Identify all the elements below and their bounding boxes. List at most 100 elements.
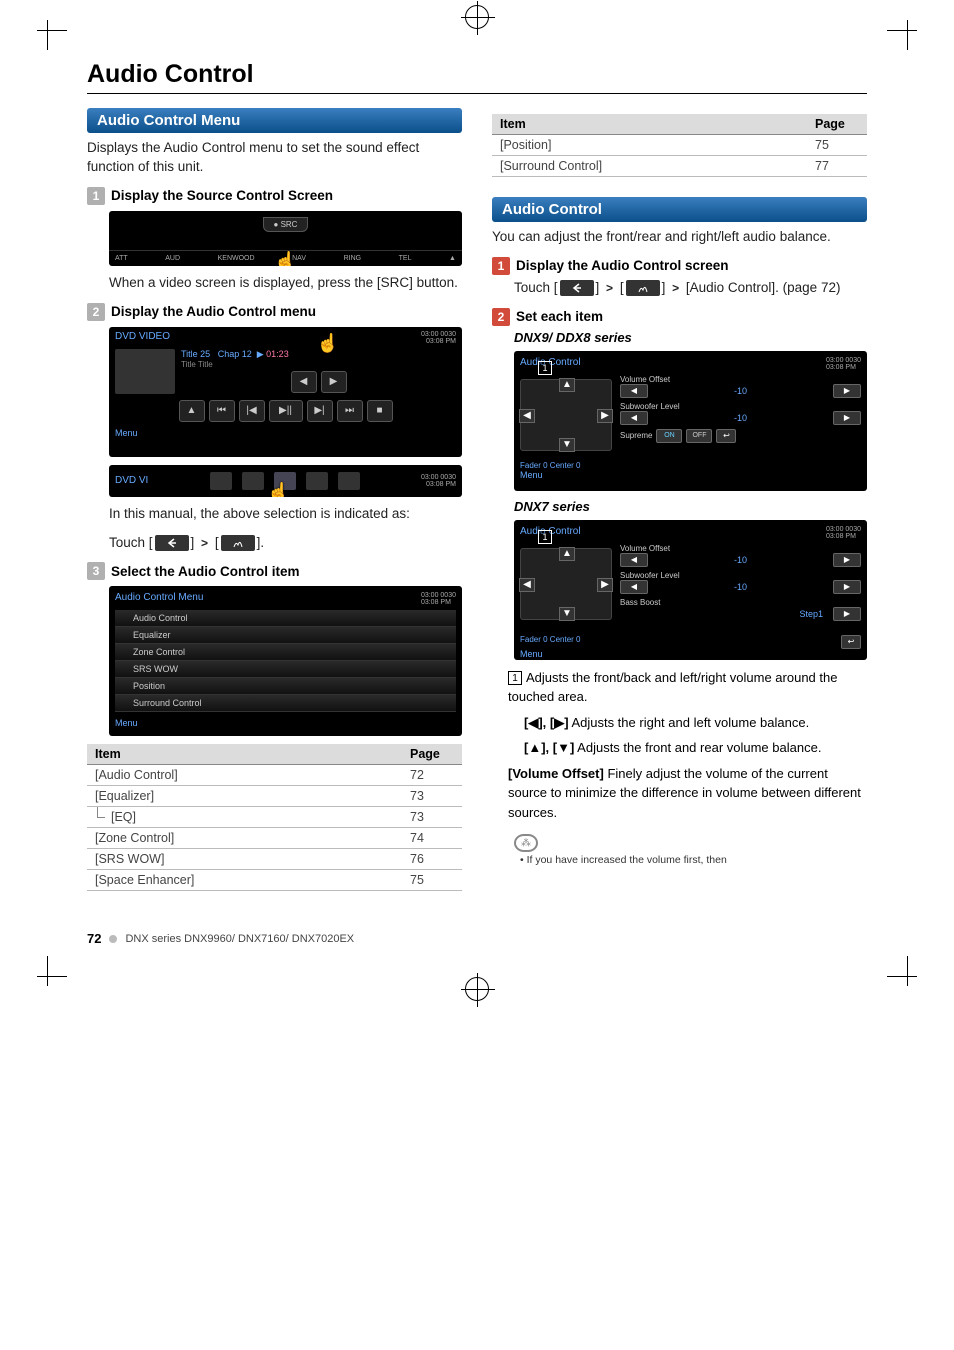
page-title: Audio Control [87, 60, 867, 94]
dec-icon: ◀ [620, 411, 648, 425]
menu-shot-title: Audio Control Menu [115, 592, 203, 606]
inc-icon: ▶ [833, 607, 861, 621]
cell-page: 73 [402, 786, 462, 807]
table-row: [Audio Control]72 [87, 765, 462, 786]
text-fragment: ] [662, 280, 670, 295]
items-table-left: Item Page [Audio Control]72 [Equalizer]7… [87, 744, 462, 891]
note-icon: ⁂ [514, 834, 538, 852]
inc-icon: ▶ [833, 553, 861, 567]
cell-item: [SRS WOW] [87, 849, 402, 870]
prev-icon: ⏮ [209, 400, 235, 422]
page-footer: 72 DNX series DNX9960/ DNX7160/ DNX7020E… [87, 931, 867, 946]
pad-left-icon: ◀ [519, 409, 535, 423]
left-column: Audio Control Menu Displays the Audio Co… [87, 108, 462, 901]
description-1a: [◀], [▶] Adjusts the right and left volu… [524, 713, 867, 733]
cell-item: [Zone Control] [87, 828, 402, 849]
footer-left: Fader 0 Center 0 [520, 461, 580, 470]
shot-footer: Menu [115, 428, 456, 438]
table-header-page: Page [402, 744, 462, 765]
menu-item: Surround Control [115, 695, 456, 712]
menu-item: SRS WOW [115, 661, 456, 678]
dvd-title-num: Title 25 [181, 349, 210, 359]
cell-page: 76 [402, 849, 462, 870]
shot-footer: Menu [520, 649, 861, 659]
chevron-icon: > [201, 536, 208, 550]
dvd-info: Title 25 Chap 12 ▶ 01:23 Title Title ◀ ▶ [181, 349, 456, 394]
step-number: 2 [87, 303, 105, 321]
slider-label: Subwoofer Level [620, 571, 861, 580]
crop-mark [887, 956, 927, 996]
desc-label: [Volume Offset] [508, 766, 604, 781]
cell-page: 74 [402, 828, 462, 849]
screenshot-source-control: ● SRC ATT AUD KENWOOD NAV RING TEL ▲ ☝ [109, 211, 462, 266]
shot-time: 03:00 0030 03:08 PM [421, 331, 456, 345]
slider-value: -10 [652, 386, 829, 396]
section-header-audio-control: Audio Control [492, 197, 867, 222]
registration-mark [465, 5, 489, 29]
pad-down-icon: ▼ [559, 438, 575, 452]
cell-item: [Surround Control] [492, 156, 807, 177]
next-icon: ▶| [307, 400, 333, 422]
dvd-subtitle: Title Title [181, 360, 456, 369]
menu-item: Audio Control [115, 610, 456, 627]
text-fragment: ] [191, 535, 199, 550]
pad-right-icon: ▶ [597, 578, 613, 592]
pad-right-icon: ▶ [597, 409, 613, 423]
inc-icon: ▶ [833, 384, 861, 398]
inc-icon: ▶ [833, 411, 861, 425]
cell-page: 75 [807, 135, 867, 156]
note-text: • If you have increased the volume first… [520, 854, 867, 866]
callout-marker-1: 1 [538, 530, 552, 544]
screenshot-toolbar: DVD VI 03:00 0030 03:08 PM ☝ [109, 465, 462, 497]
crop-mark [887, 10, 927, 50]
dvd-chapter: Chap 12 [218, 349, 252, 359]
cell-page: 73 [402, 807, 462, 828]
description-2: [Volume Offset] Finely adjust the volume… [508, 764, 867, 823]
cell-page: 72 [402, 765, 462, 786]
return-icon: ↩ [716, 429, 736, 443]
shot-time: 03:00 0030 03:08 PM [826, 526, 861, 540]
step-number: 3 [87, 562, 105, 580]
step-title: Display the Source Control Screen [111, 188, 333, 203]
toolbar-icon [242, 472, 264, 490]
crop-mark [27, 956, 67, 996]
src-tab: ● SRC [263, 217, 309, 232]
shot-time: 03:00 0030 03:08 PM [826, 357, 861, 371]
inc-icon: ▶ [833, 580, 861, 594]
slider-label: Volume Offset [620, 375, 861, 384]
step-number: 1 [87, 187, 105, 205]
toggle-label: Supreme [620, 431, 652, 440]
chevron-icon: > [606, 281, 613, 295]
cell-item: [Space Enhancer] [87, 870, 402, 891]
toolbar-icon [210, 472, 232, 490]
step-1-header-right: 1 Display the Audio Control screen [492, 257, 867, 275]
step-2-note: In this manual, the above selection is i… [109, 505, 462, 524]
description-1: 1Adjusts the front/back and left/right v… [508, 668, 867, 707]
slider-value: Step1 [620, 609, 829, 619]
src-bar-item: RING [344, 255, 362, 262]
pad-left-icon: ◀ [519, 578, 535, 592]
fwd-icon: ⏭ [337, 400, 363, 422]
text-fragment: Touch [ [514, 280, 558, 295]
slider-label: Bass Boost [620, 598, 861, 607]
menu-list: Audio Control Equalizer Zone Control SRS… [115, 610, 456, 712]
items-table-right: Item Page [Position]75 [Surround Control… [492, 114, 867, 177]
audio-button-icon [221, 535, 255, 551]
pad-up-icon: ▲ [559, 378, 575, 392]
balance-pad: ▲ ▼ ◀ ▶ [520, 548, 612, 620]
pointer-hand-icon: ☝ [274, 251, 296, 266]
back-button-icon [155, 535, 189, 551]
src-bar-item: AUD [165, 255, 180, 262]
table-row: [Position]75 [492, 135, 867, 156]
toggle-on: ON [656, 429, 682, 443]
chevron-icon: > [672, 281, 679, 295]
cell-item: [Equalizer] [87, 786, 402, 807]
audio-button-icon [626, 280, 660, 296]
table-row: [Space Enhancer]75 [87, 870, 462, 891]
shot-title: DVD VIDEO [115, 331, 170, 345]
screenshot-dvd-video: DVD VIDEO 03:00 0030 03:08 PM Title 25 C… [109, 327, 462, 457]
src-bar-item: ▲ [449, 255, 456, 262]
description-1b: [▲], [▼] Adjusts the front and rear volu… [524, 738, 867, 758]
footer-dot-icon [109, 935, 117, 943]
step-2-header-right: 2 Set each item [492, 308, 867, 326]
